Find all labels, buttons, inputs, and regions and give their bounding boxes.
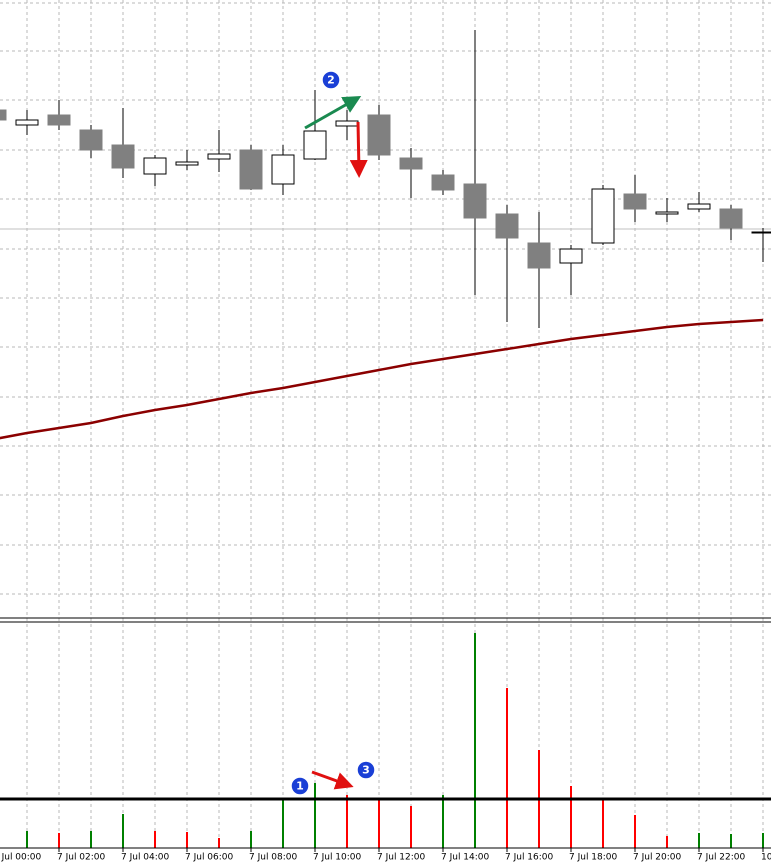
x-tick-label: 7 Jul 20:00: [633, 853, 682, 863]
candle-body: [399, 157, 423, 170]
x-tick-label: 7 Jul 06:00: [185, 853, 234, 863]
candle-body: [623, 193, 647, 210]
candle-body: [303, 130, 327, 160]
candle-body: [47, 114, 71, 126]
arrow-volume: [311, 770, 354, 790]
badge-label: 3: [362, 764, 370, 777]
candle-body: [431, 174, 455, 191]
badge-label: 1: [296, 780, 304, 793]
candle-body: [271, 154, 295, 185]
grid: [0, 0, 771, 848]
x-tick-label: 10: [761, 853, 771, 863]
badge-circle: [290, 776, 310, 796]
candle-body: [463, 183, 487, 219]
candle-body: [111, 144, 135, 169]
x-tick-label: 7 Jul 18:00: [569, 853, 618, 863]
time-labels: 7 Jul 00:00 7 Jul 02:00 7 Jul 04:00 7 Jul 0…: [0, 848, 771, 863]
candle-body: [655, 211, 679, 215]
candle-body: [591, 188, 615, 244]
x-tick-label: 7 Jul 02:00: [57, 853, 106, 863]
candle-body: [335, 120, 359, 127]
badge-label: 2: [327, 74, 335, 87]
x-tick-label: 7 Jul 00:00: [0, 853, 42, 863]
candle-body: [175, 161, 199, 166]
badge-circle: [356, 760, 376, 780]
candle-body: [143, 157, 167, 175]
badge: 3: [356, 760, 376, 780]
x-tick-label: 7 Jul 16:00: [505, 853, 554, 863]
candle-body: [239, 149, 263, 190]
candle-body: [495, 213, 519, 239]
candle-body: [719, 208, 743, 229]
x-tick-label: 7 Jul 08:00: [249, 853, 298, 863]
x-tick-label: 7 Jul 22:00: [697, 853, 746, 863]
candle-body: [751, 231, 771, 234]
x-tick-label: 7 Jul 04:00: [121, 853, 170, 863]
x-tick-label: 7 Jul 12:00: [377, 853, 426, 863]
badge-circle: [321, 70, 341, 90]
candle-body: [15, 119, 39, 126]
candle-body: [367, 114, 391, 156]
candle-body: [687, 203, 711, 210]
candle-body: [527, 242, 551, 269]
price-panel: [0, 30, 771, 440]
badge: 1: [290, 776, 310, 796]
candle-body: [559, 248, 583, 264]
x-tick-label: 7 Jul 14:00: [441, 853, 490, 863]
moving-average: [0, 318, 764, 440]
arrow-down: [349, 121, 368, 178]
candle-body: [0, 109, 7, 121]
candle-body: [79, 129, 103, 151]
badge: 2: [321, 70, 341, 90]
candle-body: [207, 153, 231, 160]
arrow-up: [304, 96, 362, 130]
volume-panel: [0, 633, 771, 848]
x-tick-label: 7 Jul 10:00: [313, 853, 362, 863]
